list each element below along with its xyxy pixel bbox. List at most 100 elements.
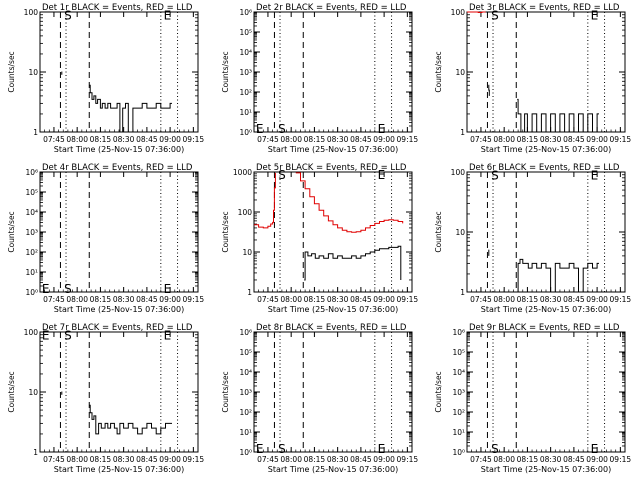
x-tick-label: 08:30 <box>327 295 349 304</box>
x-tick-label: 08:15 <box>90 135 112 144</box>
start-marker-label: S <box>64 8 72 22</box>
panel-title: Det 2r BLACK = Events, RED = LLD <box>256 3 407 13</box>
y-tick-label: 1 <box>460 288 465 297</box>
x-tick-label: 09:15 <box>183 295 205 304</box>
y-axis-label: Counts/sec <box>221 211 230 252</box>
x-tick-label: 08:30 <box>113 135 135 144</box>
x-axis-label: Start Time (25-Nov-15 07:36:00) <box>54 465 184 474</box>
x-tick-label: 07:45 <box>43 455 65 464</box>
lld-series-line <box>295 172 404 233</box>
x-tick-label: 08:00 <box>66 135 88 144</box>
y-tick-label: 100 <box>238 208 253 217</box>
x-tick-label: 09:00 <box>159 295 181 304</box>
x-axis-label: Start Time (25-Nov-15 07:36:00) <box>481 465 611 474</box>
x-axis-label: Start Time (25-Nov-15 07:36:00) <box>268 305 398 314</box>
y-tick-label: 10¹ <box>239 108 252 117</box>
y-tick-label: 10⁶ <box>239 328 252 337</box>
x-tick-label: 07:45 <box>257 295 279 304</box>
x-tick-label: 08:15 <box>90 295 112 304</box>
y-tick-label: 10⁰ <box>25 288 38 297</box>
y-tick-label: 100 <box>451 168 466 177</box>
x-tick-label: 07:45 <box>43 135 65 144</box>
detector-panel-det7: Det 7r BLACK = Events, RED = LLD 1 10 100 Co… <box>7 323 204 474</box>
end-marker-label: E <box>378 168 386 182</box>
x-tick-label: 09:15 <box>397 135 419 144</box>
y-tick-label: 10⁰ <box>452 448 465 457</box>
x-tick-label: 08:00 <box>493 295 515 304</box>
plot-frame <box>466 171 626 293</box>
start-marker-label: S <box>278 122 286 136</box>
x-axis-label: Start Time (25-Nov-15 07:36:00) <box>54 305 184 314</box>
x-tick-label: 08:00 <box>493 455 515 464</box>
x-tick-label: 08:15 <box>90 455 112 464</box>
lld-series-line <box>254 172 276 229</box>
y-tick-label: 10² <box>239 88 252 97</box>
y-tick-label: 10⁵ <box>25 188 38 197</box>
y-tick-label: 10 <box>242 248 252 257</box>
detector-panel-det5: Det 5r BLACK = Events, RED = LLD 1 10 100 10… <box>221 163 418 314</box>
y-tick-label: 1000 <box>233 168 252 177</box>
y-tick-label: 10⁴ <box>239 368 252 377</box>
detector-panel-det2: Det 2r BLACK = Events, RED = LLD 10⁰ 10¹ 10… <box>221 3 418 154</box>
x-tick-label: 09:15 <box>610 455 632 464</box>
x-tick-label: 08:00 <box>66 295 88 304</box>
x-tick-label: 09:00 <box>159 135 181 144</box>
y-tick-label: 10⁶ <box>452 328 465 337</box>
x-tick-label: 08:15 <box>517 455 539 464</box>
y-axis-label: Counts/sec <box>7 371 16 412</box>
y-tick-label: 10³ <box>239 388 252 397</box>
y-tick-label: 10 <box>28 68 38 77</box>
x-tick-label: 08:30 <box>327 455 349 464</box>
y-tick-label: 10¹ <box>452 428 465 437</box>
x-tick-label: 07:45 <box>470 455 492 464</box>
y-tick-label: 10⁵ <box>239 348 252 357</box>
events-series-line <box>89 84 172 133</box>
x-tick-label: 09:15 <box>610 135 632 144</box>
y-tick-label: 10⁴ <box>452 368 465 377</box>
x-axis-label: Start Time (25-Nov-15 07:36:00) <box>481 305 611 314</box>
x-tick-label: 08:45 <box>136 455 158 464</box>
detector-panel-det1: Det 1r BLACK = Events, RED = LLD 1 10 100 Co… <box>7 3 204 154</box>
y-tick-label: 100 <box>24 8 39 17</box>
x-tick-label: 08:15 <box>304 135 326 144</box>
detector-panel-det8: Det 8r BLACK = Events, RED = LLD 10⁰ 10¹ 10… <box>221 323 418 474</box>
start-marker-label: S <box>278 442 286 456</box>
x-tick-label: 08:45 <box>136 295 158 304</box>
y-tick-label: 10⁴ <box>25 208 38 217</box>
x-axis-label: Start Time (25-Nov-15 07:36:00) <box>481 145 611 154</box>
x-tick-label: 08:00 <box>280 135 302 144</box>
x-tick-label: 09:15 <box>183 455 205 464</box>
x-tick-label: 08:45 <box>350 295 372 304</box>
panel-title: Det 8r BLACK = Events, RED = LLD <box>256 323 407 333</box>
x-tick-label: 07:45 <box>470 135 492 144</box>
start-marker-label: S <box>278 168 286 182</box>
x-axis-label: Start Time (25-Nov-15 07:36:00) <box>268 145 398 154</box>
x-tick-label: 09:15 <box>183 135 205 144</box>
y-tick-label: 10⁶ <box>25 168 38 177</box>
panel-title: Det 5r BLACK = Events, RED = LLD <box>256 163 407 173</box>
detector-panel-det3: Det 3r BLACK = Events, RED = LLD 1 10 100 Co… <box>434 3 631 154</box>
y-tick-label: 10³ <box>239 68 252 77</box>
panel-title: Det 3r BLACK = Events, RED = LLD <box>469 3 620 13</box>
y-tick-label: 10⁰ <box>239 128 252 137</box>
x-tick-label: 07:45 <box>43 295 65 304</box>
panel-title: Det 7r BLACK = Events, RED = LLD <box>42 323 193 333</box>
x-tick-label: 08:15 <box>304 295 326 304</box>
events-series-line <box>304 245 402 281</box>
plot-frame <box>253 331 413 453</box>
start-marker-label: S <box>64 328 72 342</box>
start-marker-label: S <box>491 168 499 182</box>
end-marker-label: E <box>378 442 386 456</box>
y-tick-label: 1 <box>247 288 252 297</box>
y-tick-label: 10 <box>28 388 38 397</box>
x-tick-label: 09:00 <box>586 135 608 144</box>
detector-panel-det4: Det 4r BLACK = Events, RED = LLD 10⁰ 10¹ 10… <box>7 163 204 314</box>
y-tick-label: 10² <box>25 248 38 257</box>
x-tick-label: 08:00 <box>493 135 515 144</box>
y-axis-label: Counts/sec <box>7 51 16 92</box>
x-tick-label: 08:15 <box>517 135 539 144</box>
start-marker-label: S <box>491 8 499 22</box>
end-marker-label: E <box>591 8 599 22</box>
plot-frame <box>253 11 413 133</box>
y-axis-label: Counts/sec <box>434 371 443 412</box>
